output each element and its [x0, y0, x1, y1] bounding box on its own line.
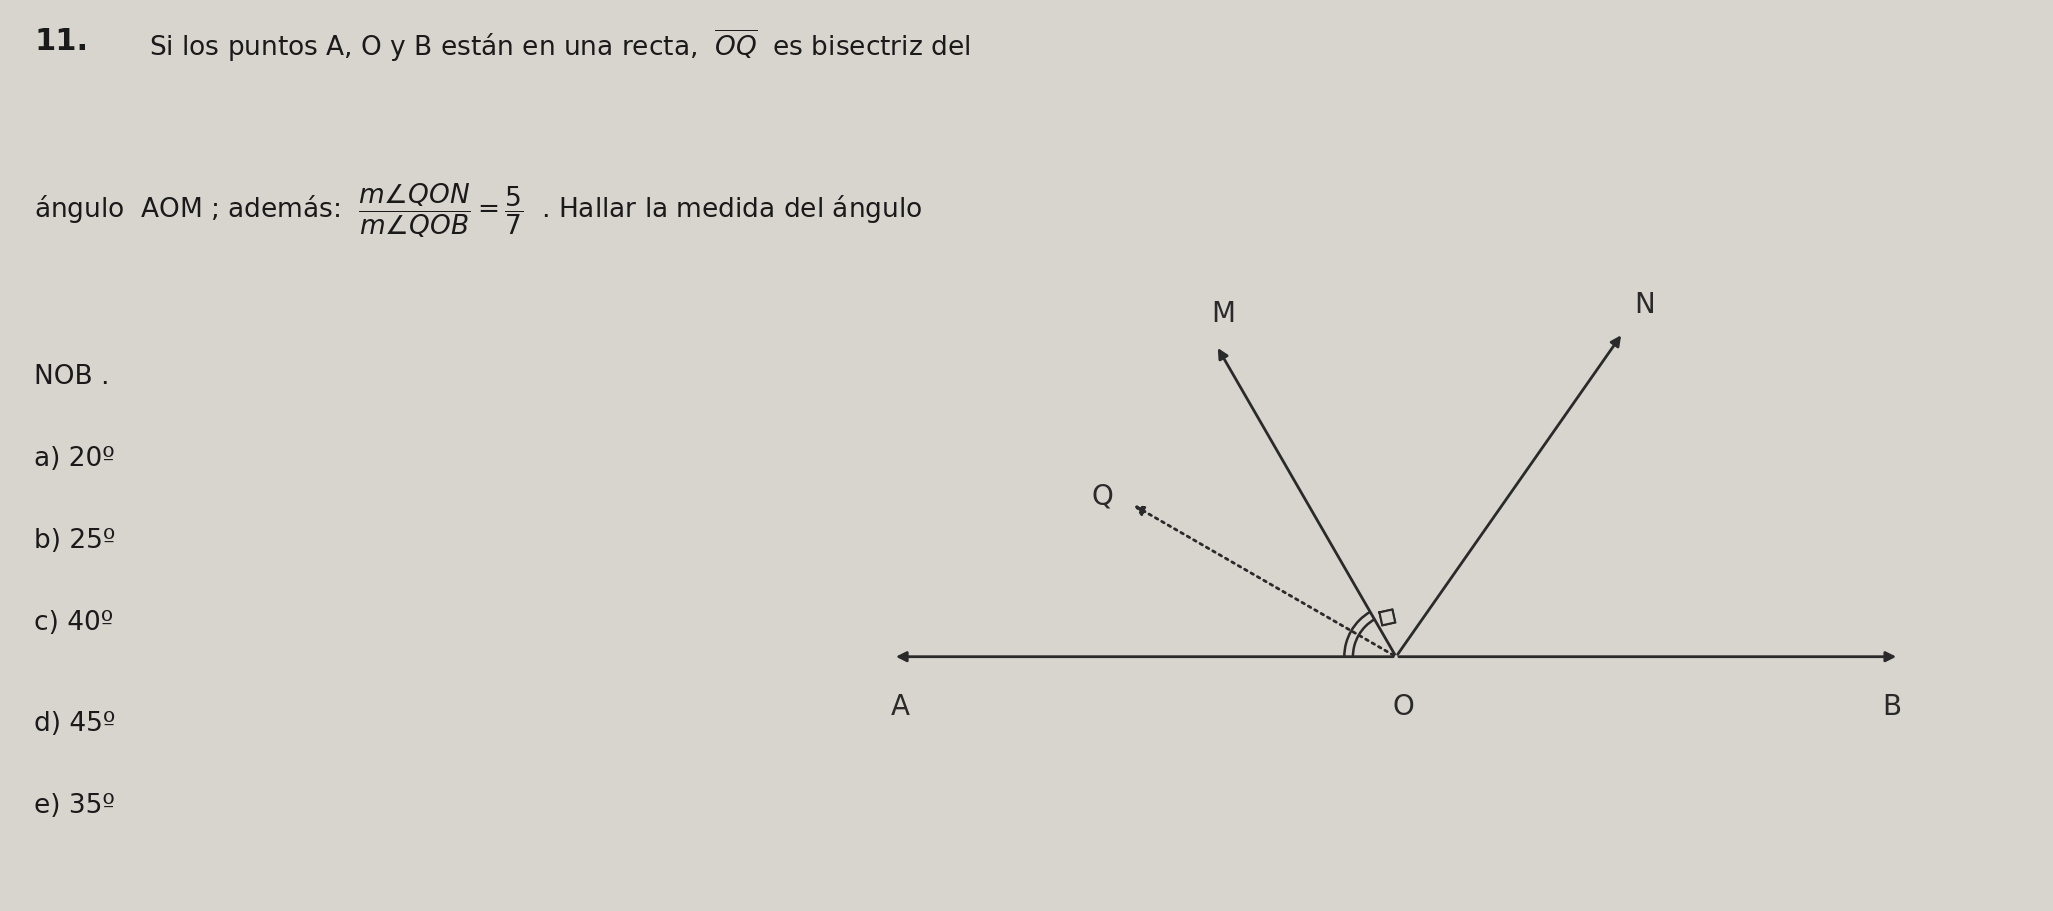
Text: ángulo  AOM ; además:  $\dfrac{m\angle QON}{m\angle QOB} = \dfrac{5}{7}$  . Hall: ángulo AOM ; además: $\dfrac{m\angle QON…: [35, 182, 922, 241]
Text: NOB .: NOB .: [35, 364, 111, 391]
Text: 11.: 11.: [35, 27, 88, 56]
Polygon shape: [1380, 609, 1396, 625]
Text: A: A: [891, 692, 909, 721]
Text: B: B: [1883, 692, 1901, 721]
Text: a) 20º: a) 20º: [35, 446, 115, 473]
Text: e) 35º: e) 35º: [35, 793, 115, 819]
Text: Q: Q: [1092, 483, 1113, 511]
Text: Si los puntos A, O y B están en una recta,  $\overline{OQ}$  es bisectriz del: Si los puntos A, O y B están en una rect…: [150, 27, 971, 64]
Text: b) 25º: b) 25º: [35, 528, 115, 555]
Text: c) 40º: c) 40º: [35, 610, 113, 637]
Text: O: O: [1392, 692, 1415, 721]
Text: d) 45º: d) 45º: [35, 711, 115, 737]
Text: N: N: [1634, 291, 1655, 319]
Text: M: M: [1211, 301, 1236, 328]
